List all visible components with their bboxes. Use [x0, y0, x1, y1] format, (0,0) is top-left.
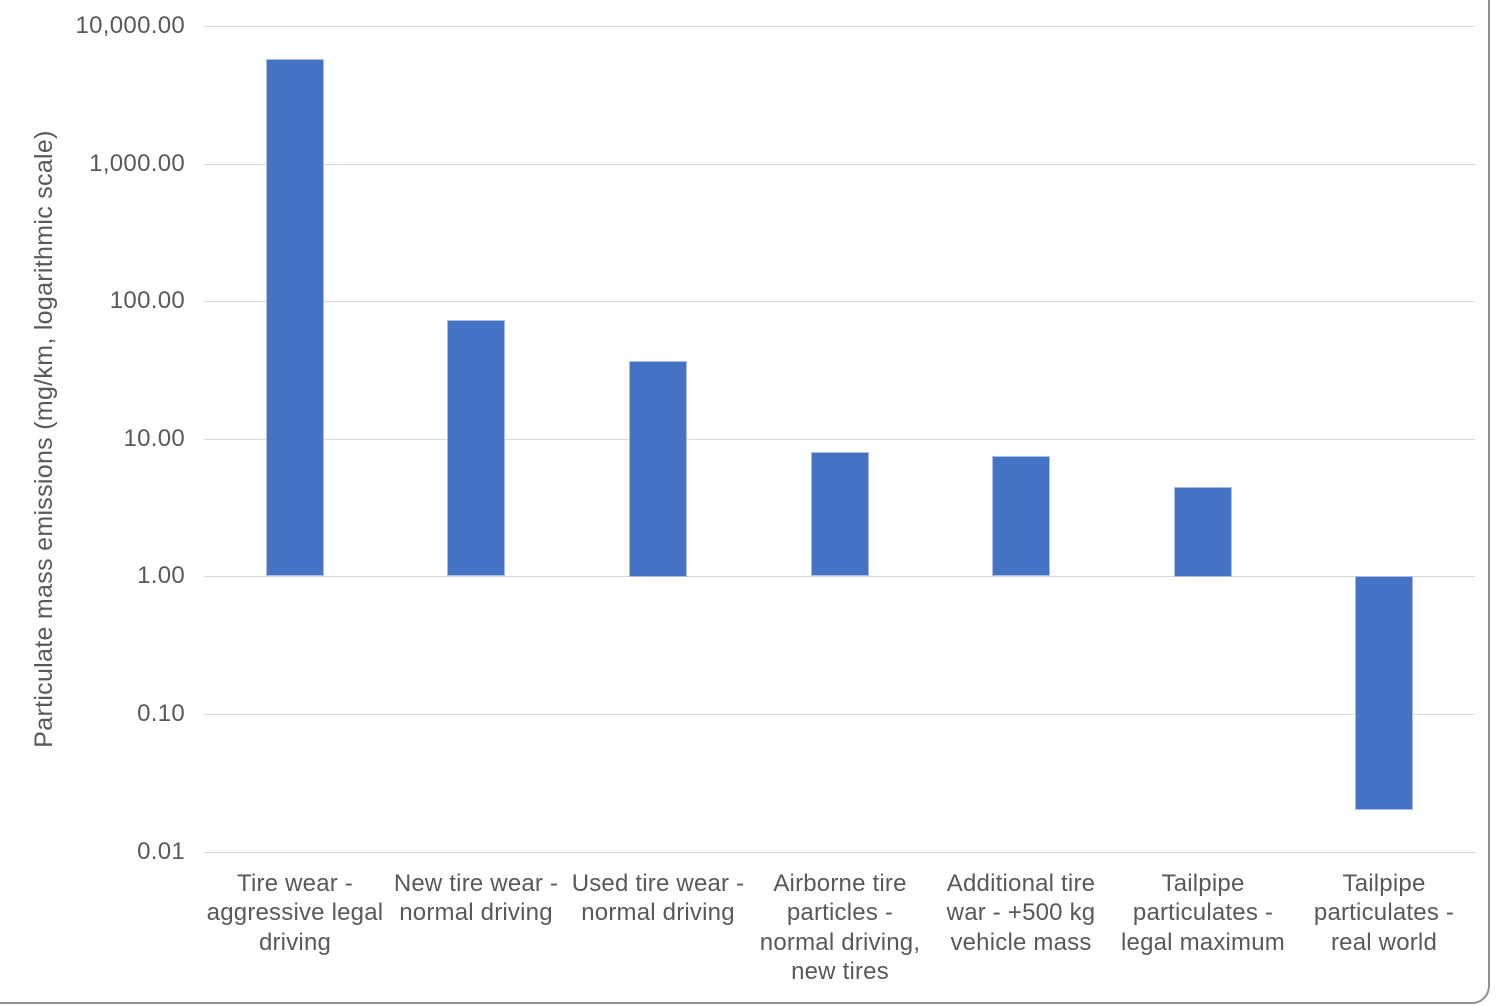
y-tick-label: 10,000.00 — [75, 12, 185, 39]
bar-5 — [992, 456, 1050, 576]
bar-2 — [447, 320, 505, 576]
gridline-100 — [204, 301, 1475, 302]
x-category-label-1: Tire wear - aggressive legal driving — [206, 870, 384, 956]
x-category-label-5: Additional tire war - +500 kg vehicle ma… — [946, 870, 1096, 956]
x-category-label-3: Used tire wear - normal driving — [571, 870, 745, 927]
bar-3 — [629, 361, 687, 577]
y-tick-label: 1,000.00 — [89, 150, 185, 177]
bar-1 — [266, 59, 324, 576]
x-category-label-4: Airborne tire particles - normal driving… — [759, 870, 921, 985]
x-category-label-7: Tailpipe particulates - real world — [1313, 870, 1455, 956]
y-tick-label: 1.00 — [137, 562, 185, 589]
gridline-10000 — [204, 26, 1475, 27]
x-category-label-2: New tire wear - normal driving — [393, 870, 559, 927]
bar-4 — [811, 452, 869, 576]
gridline-10 — [204, 439, 1475, 440]
bar-7 — [1355, 576, 1413, 810]
y-tick-label: 0.01 — [137, 838, 185, 865]
y-tick-label: 0.10 — [137, 700, 185, 727]
y-tick-label: 10.00 — [123, 425, 185, 452]
gridline-1000 — [204, 164, 1475, 165]
gridline-0.01 — [204, 852, 1475, 853]
bar-6 — [1174, 487, 1232, 577]
gridline-1 — [204, 576, 1475, 577]
x-category-label-6: Tailpipe particulates - legal maximum — [1121, 870, 1285, 956]
y-tick-label: 100.00 — [109, 287, 185, 314]
gridline-0.1 — [204, 714, 1475, 715]
